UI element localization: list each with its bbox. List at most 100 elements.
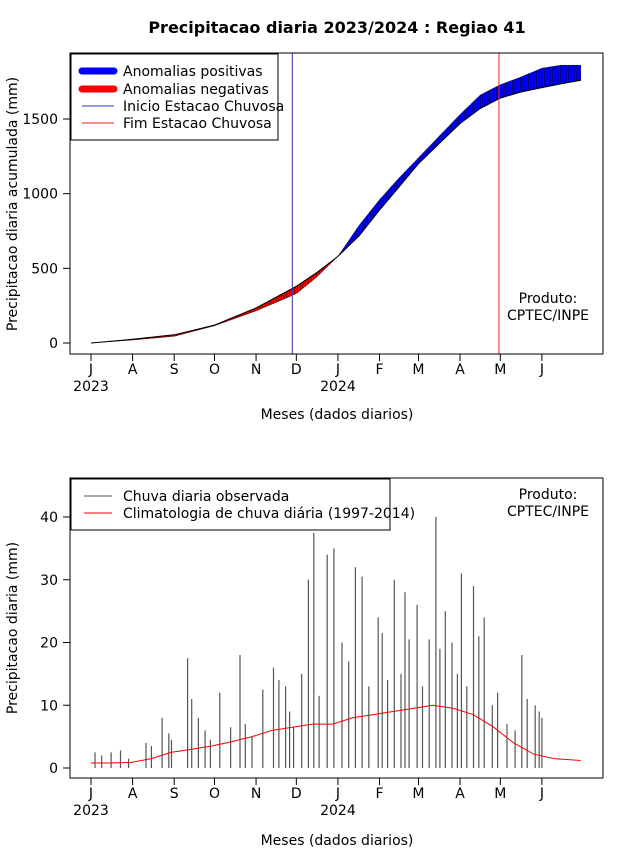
annotation-line-2: CPTEC/INPE [507, 504, 589, 520]
positive-anomaly-segment [560, 64, 564, 85]
y-tick-label: 20 [40, 636, 58, 652]
year-label: 2023 [73, 803, 109, 819]
positive-anomaly-segment [490, 87, 494, 104]
positive-anomaly-segment [520, 75, 524, 93]
positive-anomaly-segment [480, 93, 484, 109]
positive-anomaly-segment [573, 64, 577, 82]
x-tick-label: F [375, 362, 383, 378]
legend-box [70, 478, 391, 531]
x-axis-label: Meses (dados diarios) [261, 407, 414, 423]
x-tick-label: O [209, 786, 220, 802]
positive-anomaly-segment [565, 64, 569, 84]
positive-anomaly-segment [504, 81, 508, 98]
annotation-line-2: CPTEC/INPE [507, 308, 589, 324]
y-axis: 0 500 1000 1500 [22, 112, 71, 352]
positive-anomaly-segment [557, 64, 561, 85]
daily-bars [94, 517, 543, 768]
positive-anomaly-segment [522, 74, 526, 92]
x-tick-label: J [539, 786, 544, 802]
positive-anomaly-segment [555, 65, 559, 86]
legend-label-climatology: Climatologia de chuva diária (1997-2014) [123, 506, 415, 522]
positive-anomaly-segment [531, 71, 535, 91]
legend-label-positive: Anomalias positivas [123, 64, 263, 80]
positive-anomaly-segment [482, 91, 486, 108]
legend: Chuva diaria observada Climatologia de c… [70, 478, 415, 531]
x-axis-label: Meses (dados diarios) [261, 833, 414, 849]
annotation-line-1: Produto: [519, 291, 578, 307]
positive-anomaly-segment [541, 67, 545, 88]
legend-label-observed: Chuva diaria observada [123, 489, 289, 505]
positive-anomaly-segment [539, 67, 543, 89]
y-axis: 0 10 20 30 40 [40, 510, 71, 777]
x-tick-label: F [375, 786, 383, 802]
y-axis-label: Precipitacao diaria (mm) [5, 542, 21, 714]
positive-anomaly-segment [544, 67, 548, 88]
x-tick-label: A [128, 786, 138, 802]
x-tick-label: J [88, 786, 93, 802]
positive-anomaly-segment [571, 64, 575, 83]
x-tick-label: A [455, 786, 465, 802]
positive-anomaly-segment [533, 70, 537, 90]
x-tick-label: A [128, 362, 138, 378]
figure-title: Precipitacao diaria 2023/2024 : Regiao 4… [148, 18, 525, 37]
x-tick-label: N [251, 786, 261, 802]
x-tick-label: M [412, 786, 424, 802]
legend: Anomalias positivas Anomalias negativas … [70, 53, 284, 141]
x-tick-label: S [170, 362, 179, 378]
x-tick-label: J [335, 786, 340, 802]
positive-anomaly-segment [579, 64, 581, 81]
x-tick-label: M [494, 362, 506, 378]
y-tick-label: 40 [40, 510, 58, 526]
x-tick-label: D [291, 786, 302, 802]
y-tick-label: 10 [40, 698, 58, 714]
y-tick-label: 1500 [22, 112, 58, 128]
y-tick-label: 500 [31, 261, 58, 277]
year-label: 2024 [320, 379, 356, 395]
positive-anomaly-segment [563, 64, 567, 84]
positive-anomaly-segment [536, 68, 540, 90]
legend-label-start: Inicio Estacao Chuvosa [123, 99, 284, 115]
annotation-line-1: Produto: [519, 487, 578, 503]
positive-anomaly-segment [568, 64, 572, 83]
x-tick-label: N [251, 362, 261, 378]
x-tick-label: J [335, 362, 340, 378]
y-tick-label: 0 [49, 336, 58, 352]
positive-anomaly-segment [506, 80, 510, 97]
x-tick-label: J [88, 362, 93, 378]
positive-anomaly-segment [547, 66, 551, 87]
positive-anomaly-segment [485, 90, 489, 107]
positive-anomaly-segment [576, 64, 580, 82]
legend-label-end: Fim Estacao Chuvosa [123, 116, 272, 132]
x-tick-label: M [412, 362, 424, 378]
y-axis-label: Precipitacao diaria acumulada (mm) [5, 77, 21, 331]
x-tick-label: M [494, 786, 506, 802]
x-tick-label: D [291, 362, 302, 378]
positive-anomaly-segment [525, 73, 529, 92]
positive-anomaly-segment [549, 66, 553, 87]
year-label: 2023 [73, 379, 109, 395]
positive-anomaly-segment [528, 72, 532, 91]
climatology-daily-line [91, 704, 581, 764]
x-tick-label: J [539, 362, 544, 378]
x-tick-label: A [455, 362, 465, 378]
y-tick-label: 1000 [22, 187, 58, 203]
positive-anomaly-segment [514, 77, 518, 94]
positive-anomaly-segment [493, 86, 497, 102]
legend-label-negative: Anomalias negativas [123, 82, 269, 98]
positive-anomaly-segment [552, 65, 556, 86]
x-tick-label: O [209, 362, 220, 378]
x-tick-label: S [170, 786, 179, 802]
year-label: 2024 [320, 803, 356, 819]
y-tick-label: 30 [40, 573, 58, 589]
climatology-cumulative-line [90, 79, 581, 344]
positive-anomaly-segment [512, 78, 516, 95]
positive-anomaly-segment [517, 76, 521, 94]
positive-anomaly-segment [488, 89, 492, 105]
y-tick-label: 0 [49, 761, 58, 777]
positive-anomaly-segment [501, 82, 505, 98]
